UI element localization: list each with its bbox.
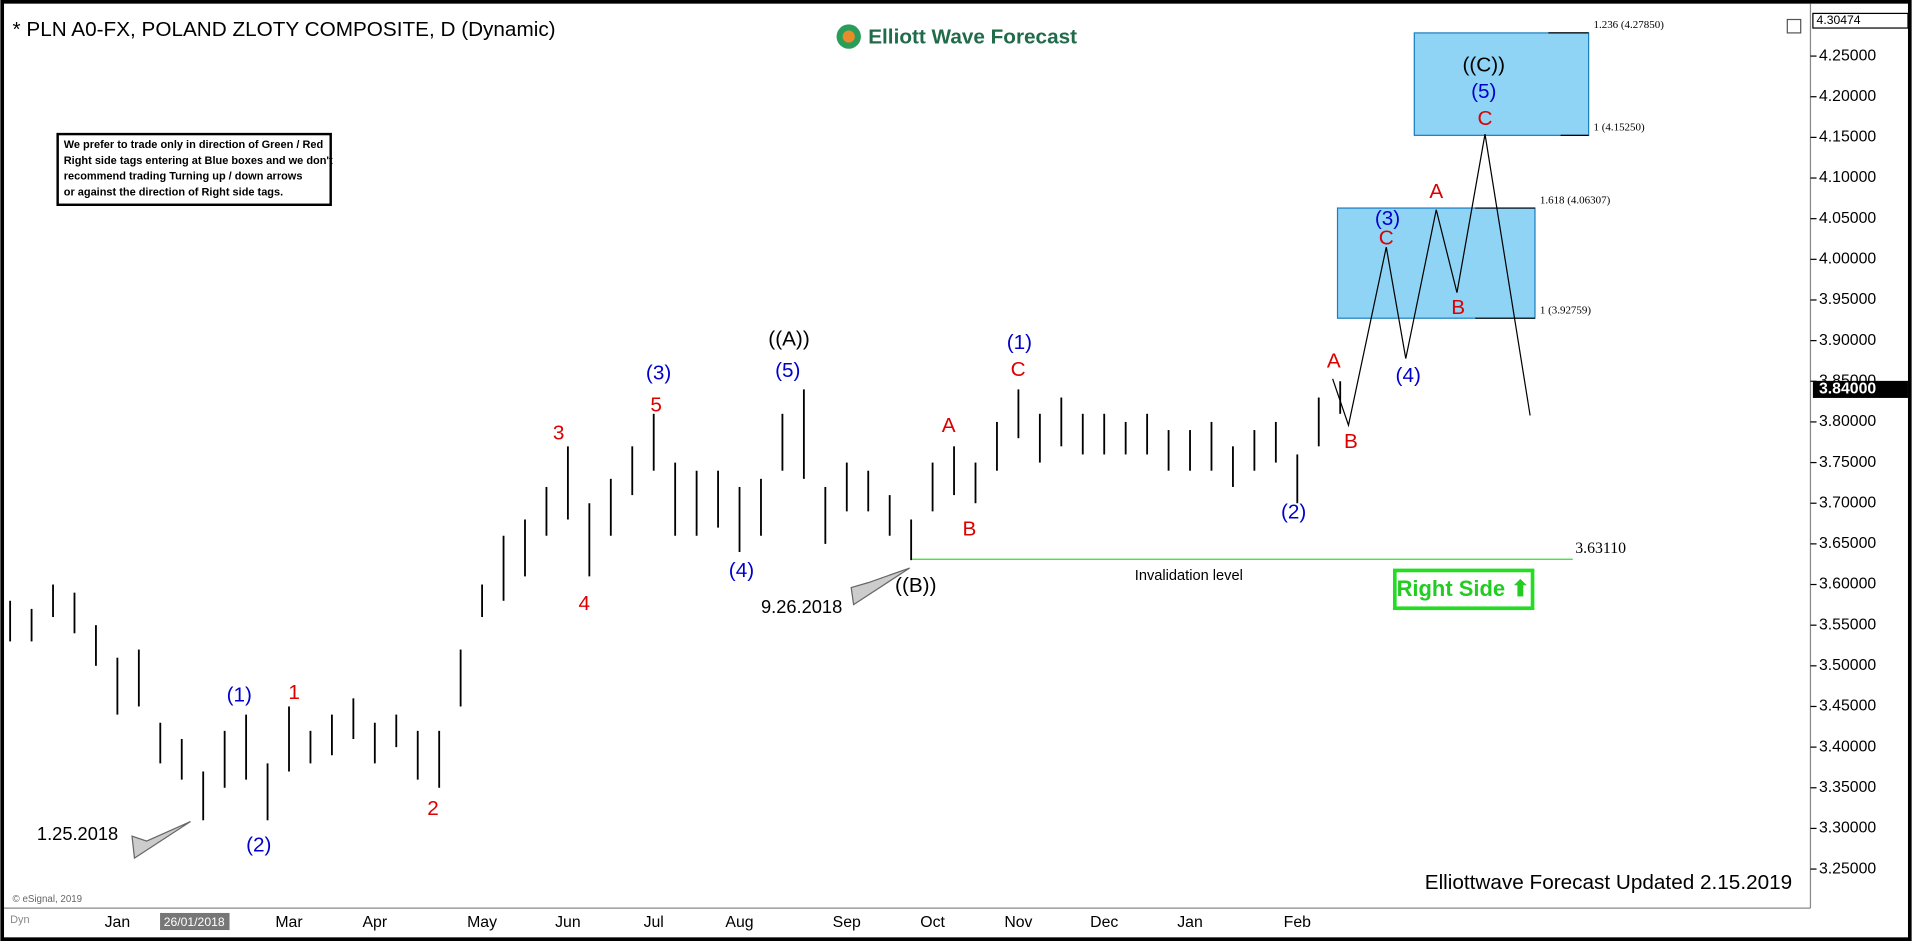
wave-label: (3) (646, 362, 671, 385)
x-tick-label: Sep (833, 914, 861, 931)
x-tick-label: Dec (1090, 914, 1118, 931)
wave-label: 3 (553, 421, 565, 444)
wave-label: 5 (650, 393, 662, 416)
note-line: We prefer to trade only in direction of … (64, 139, 323, 151)
x-tick-label: Jan (105, 914, 131, 931)
fib-label: 1 (4.15250) (1593, 122, 1645, 134)
note-box (56, 132, 332, 206)
wave-label: 2 (427, 797, 439, 820)
y-tick-label: 4.05000 (1819, 210, 1876, 227)
wave-label: (3) (1375, 207, 1400, 230)
y-tick-label: 3.50000 (1819, 657, 1876, 674)
invalidation-value: 3.63110 (1575, 540, 1626, 557)
x-tick-label: Mar (275, 914, 303, 931)
y-tick-label: 3.40000 (1819, 738, 1876, 755)
target-box (1336, 207, 1536, 319)
wave-label: ((A)) (768, 328, 809, 351)
wave-label: B (1344, 430, 1358, 453)
dyn: Dyn (10, 914, 30, 926)
arrow (850, 567, 911, 606)
x-tick-label: Feb (1284, 914, 1311, 931)
wave-label: A (1429, 180, 1443, 203)
y-tick-label: 4.10000 (1819, 169, 1876, 186)
wave-label: 4 (578, 592, 590, 615)
wave-label: (4) (1396, 364, 1421, 387)
wave-label: B (1451, 296, 1465, 319)
invalidation-text: Invalidation level (1135, 568, 1243, 584)
axis-top-label: 4.30474 (1817, 13, 1861, 27)
wave-label: C (1011, 358, 1026, 381)
wave-label: C (1379, 226, 1394, 249)
crosshair-box (160, 912, 230, 931)
x-tick-label: Jan (1177, 914, 1203, 931)
x-tick-label: Apr (363, 914, 388, 931)
x-tick-label: Oct (920, 914, 945, 931)
button[interactable] (1786, 18, 1802, 34)
fib-label: 1.236 (4.27850) (1593, 19, 1664, 31)
wave-label: (5) (775, 359, 800, 382)
target-box (1413, 32, 1590, 136)
x-tick-label: Jul (644, 914, 664, 931)
wave-label: (5) (1471, 80, 1496, 103)
y-tick-label: 3.70000 (1819, 494, 1876, 511)
wave-label: 1 (288, 681, 300, 704)
y-tick-label: 3.30000 (1819, 820, 1876, 837)
y-tick-label: 3.90000 (1819, 332, 1876, 349)
y-tick-label: 4.25000 (1819, 47, 1876, 64)
wave-label: (1) (1007, 331, 1032, 354)
wave-label: A (1327, 349, 1341, 372)
note-line: Right side tags entering at Blue boxes a… (64, 155, 333, 167)
axis-top-box (1812, 12, 1909, 29)
wave-label: (2) (1281, 501, 1306, 524)
arrow (131, 820, 191, 860)
y-tick-label: 3.80000 (1819, 413, 1876, 430)
last-price-label: 3.84000 (1819, 381, 1876, 398)
date-label: 9.26.2018 (761, 596, 842, 617)
x-tick-label: Aug (725, 914, 753, 931)
last-price-box (1812, 380, 1908, 398)
note: We prefer to trade only in direction of … (64, 139, 333, 199)
wave-label: A (942, 414, 956, 437)
copyright: © eSignal, 2019 (13, 894, 83, 905)
y-tick-label: 4.15000 (1819, 129, 1876, 146)
right-side-tag: Right Side ⬆ (1397, 576, 1530, 601)
wave-label: (1) (227, 683, 252, 706)
crosshair-label: 26/01/2018 (164, 915, 225, 929)
wave-label: C (1478, 107, 1493, 130)
wave-label: ((C)) (1463, 53, 1506, 76)
logo-icon (842, 30, 855, 43)
wave-label: (2) (246, 833, 271, 856)
y-tick-label: 3.65000 (1819, 535, 1876, 552)
logo: Elliott Wave Forecast (868, 25, 1077, 48)
note-line: recommend trading Turning up / down arro… (64, 171, 303, 183)
y-tick-label: 4.20000 (1819, 88, 1876, 105)
fib-label: 1 (3.92759) (1540, 304, 1592, 316)
wave-label: ((B)) (895, 574, 936, 597)
footer: Elliottwave Forecast Updated 2.15.2019 (1425, 871, 1792, 894)
x-tick-label: Nov (1004, 914, 1032, 931)
y-tick-label: 3.35000 (1819, 779, 1876, 796)
y-tick-label: 3.75000 (1819, 454, 1876, 471)
fib-label: 1.618 (4.06307) (1540, 194, 1611, 206)
y-tick-label: 4.00000 (1819, 251, 1876, 268)
wave-label: (4) (729, 559, 754, 582)
note-line: or against the direction of Right side t… (64, 186, 283, 198)
y-tick-label: 3.45000 (1819, 698, 1876, 715)
chart-title: * PLN A0-FX, POLAND ZLOTY COMPOSITE, D (… (13, 18, 556, 41)
x-tick-label: Jun (555, 914, 581, 931)
y-tick-label: 3.25000 (1819, 860, 1876, 877)
date-label: 1.25.2018 (37, 823, 118, 844)
x-tick-label: May (467, 914, 497, 931)
projection-path (1332, 134, 1531, 428)
y-tick-label: 3.60000 (1819, 576, 1876, 593)
wave-label: B (962, 518, 976, 541)
right-side-box (1392, 568, 1535, 611)
y-tick-label: 3.95000 (1819, 291, 1876, 308)
y-tick-label: 3.55000 (1819, 616, 1876, 633)
